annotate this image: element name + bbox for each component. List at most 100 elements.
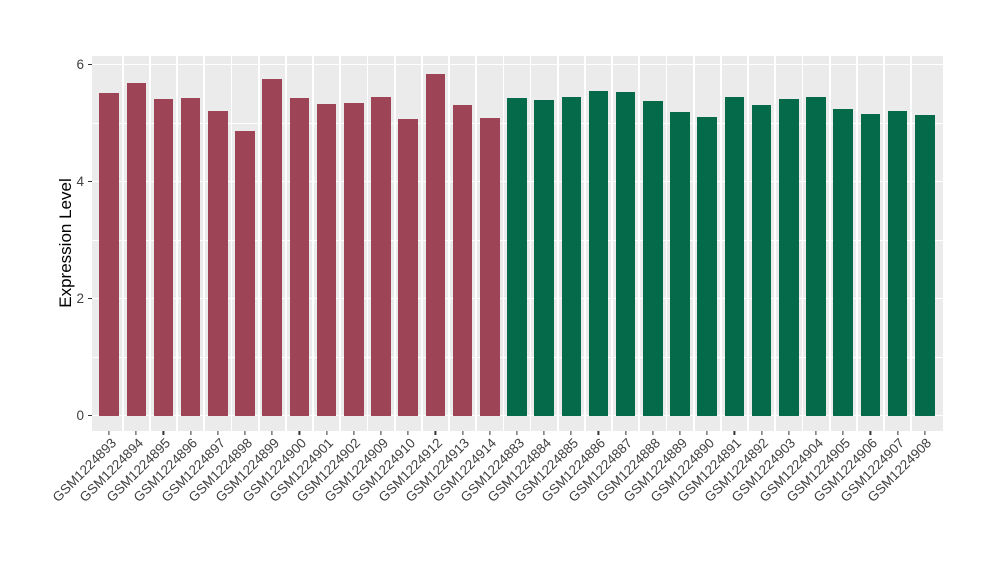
x-tick-mark: [108, 431, 110, 435]
x-tick-mark: [706, 431, 708, 435]
gridline-vertical: [230, 56, 233, 431]
plot-panel: GSM1224893 GSM1224894 GSM1224895 GSM1224896…: [49, 56, 943, 504]
bar-slot-GSM1224889: GSM1224889: [620, 56, 693, 504]
x-tick-mark: [489, 431, 491, 435]
bar-GSM1224898: [235, 131, 255, 416]
gridline-vertical: [148, 56, 151, 431]
x-tick-mark: [190, 431, 192, 435]
x-tick-mark: [407, 431, 409, 435]
bar-slot-GSM1224883: GSM1224883: [457, 56, 530, 504]
bar-GSM1224892: [751, 104, 772, 416]
x-tick-mark: [896, 431, 899, 435]
bar-slot-GSM1224905: GSM1224905: [784, 56, 857, 504]
y-tick-label-6: 6: [76, 56, 84, 72]
gridline-vertical: [720, 56, 722, 431]
x-tick-mark: [217, 431, 219, 435]
gridline-vertical: [529, 56, 532, 431]
x-tick-mark: [135, 431, 137, 435]
bar-GSM1224897: [208, 110, 228, 416]
bar-GSM1224884: [534, 100, 554, 416]
bar-slot-GSM1224904: GSM1224904: [756, 56, 829, 504]
x-tick-mark: [353, 431, 355, 435]
bar-GSM1224890: [697, 117, 717, 416]
gridline-vertical: [883, 56, 885, 431]
y-tick-mark: [88, 414, 92, 417]
bar-GSM1224900: [289, 98, 310, 416]
y-tick-label-4: 4: [76, 173, 84, 189]
bar-slot-GSM1224887: GSM1224887: [566, 56, 639, 504]
bars-layer: GSM1224893 GSM1224894 GSM1224895 GSM1224896…: [49, 56, 943, 504]
x-tick-mark: [761, 431, 763, 435]
gridline-vertical: [910, 56, 913, 431]
gridline-vertical: [856, 56, 858, 431]
bar-GSM1224903: [779, 99, 799, 416]
bar-GSM1224888: [643, 101, 663, 416]
bar-GSM1224899: [262, 79, 282, 416]
y-tick-mark: [88, 180, 92, 183]
x-tick-mark: [516, 431, 518, 435]
gridline-vertical: [611, 56, 614, 431]
x-tick-mark: [461, 431, 464, 435]
x-tick-mark: [815, 431, 817, 435]
gridline-vertical: [665, 56, 668, 431]
x-tick-mark: [625, 431, 627, 435]
bar-GSM1224891: [724, 96, 745, 416]
x-tick-mark: [271, 431, 273, 435]
x-tick-mark: [380, 431, 382, 435]
gridline-vertical: [502, 56, 505, 431]
x-tick-mark: [869, 431, 871, 435]
x-tick-mark: [162, 431, 165, 435]
bar-slot-GSM1224893: GSM1224893: [49, 56, 123, 504]
bar-slot-GSM1224895: GSM1224895: [104, 56, 177, 504]
bar-GSM1224901: [316, 104, 337, 416]
x-tick-mark: [543, 431, 545, 435]
x-tick-mark: [298, 431, 300, 435]
x-tick-mark: [652, 431, 654, 435]
gridline-vertical: [448, 56, 450, 431]
gridline-vertical: [420, 56, 423, 431]
gridline-vertical: [774, 56, 777, 431]
bar-GSM1224909: [371, 97, 391, 416]
bar-slot-GSM1224892: GSM1224892: [702, 56, 775, 504]
bar-GSM1224904: [806, 97, 826, 416]
y-tick-mark: [88, 297, 92, 300]
gridline-vertical: [801, 56, 804, 431]
gridline-vertical: [556, 56, 559, 431]
bar-GSM1224907: [887, 110, 908, 416]
bar-slot-GSM1224898: GSM1224898: [185, 56, 258, 504]
bar-GSM1224906: [860, 113, 881, 416]
bar-slot-GSM1224885: GSM1224885: [512, 56, 585, 504]
bar-slot-GSM1224899: GSM1224899: [213, 56, 286, 504]
gridline-vertical: [366, 56, 369, 431]
bar-GSM1224883: [507, 98, 527, 416]
x-tick-mark: [679, 431, 681, 435]
gridline-vertical: [339, 56, 342, 431]
bar-GSM1224914: [479, 118, 500, 416]
y-tick-label-2: 2: [76, 290, 84, 306]
bar-slot-GSM1224896: GSM1224896: [131, 56, 204, 504]
gridline-major-y6: [92, 63, 943, 66]
bar-slot-GSM1224886: GSM1224886: [539, 56, 612, 504]
gridline-vertical: [121, 56, 124, 431]
gridline-vertical: [584, 56, 586, 431]
y-tick-mark: [88, 63, 92, 66]
bar-slot-GSM1224913: GSM1224913: [403, 56, 476, 504]
gridline-vertical: [176, 56, 178, 431]
gridline-vertical: [638, 56, 641, 431]
bar-GSM1224905: [833, 108, 853, 416]
x-tick-mark: [597, 431, 600, 435]
bar-slot-GSM1224894: GSM1224894: [77, 56, 150, 504]
bar-GSM1224885: [561, 97, 582, 416]
x-tick-mark: [842, 431, 844, 435]
x-tick-mark: [788, 431, 790, 435]
bar-GSM1224893: [99, 93, 119, 416]
bar-GSM1224895: [153, 99, 174, 416]
bar-slot-GSM1224901: GSM1224901: [267, 56, 340, 504]
bar-GSM1224912: [425, 73, 446, 416]
bar-GSM1224908: [914, 114, 935, 416]
gridline-vertical: [692, 56, 695, 431]
x-tick-mark: [326, 431, 328, 435]
bar-slot-GSM1224909: GSM1224909: [321, 56, 394, 504]
bar-slot-GSM1224903: GSM1224903: [729, 56, 802, 504]
y-axis: 0 2 4 6: [0, 56, 92, 431]
